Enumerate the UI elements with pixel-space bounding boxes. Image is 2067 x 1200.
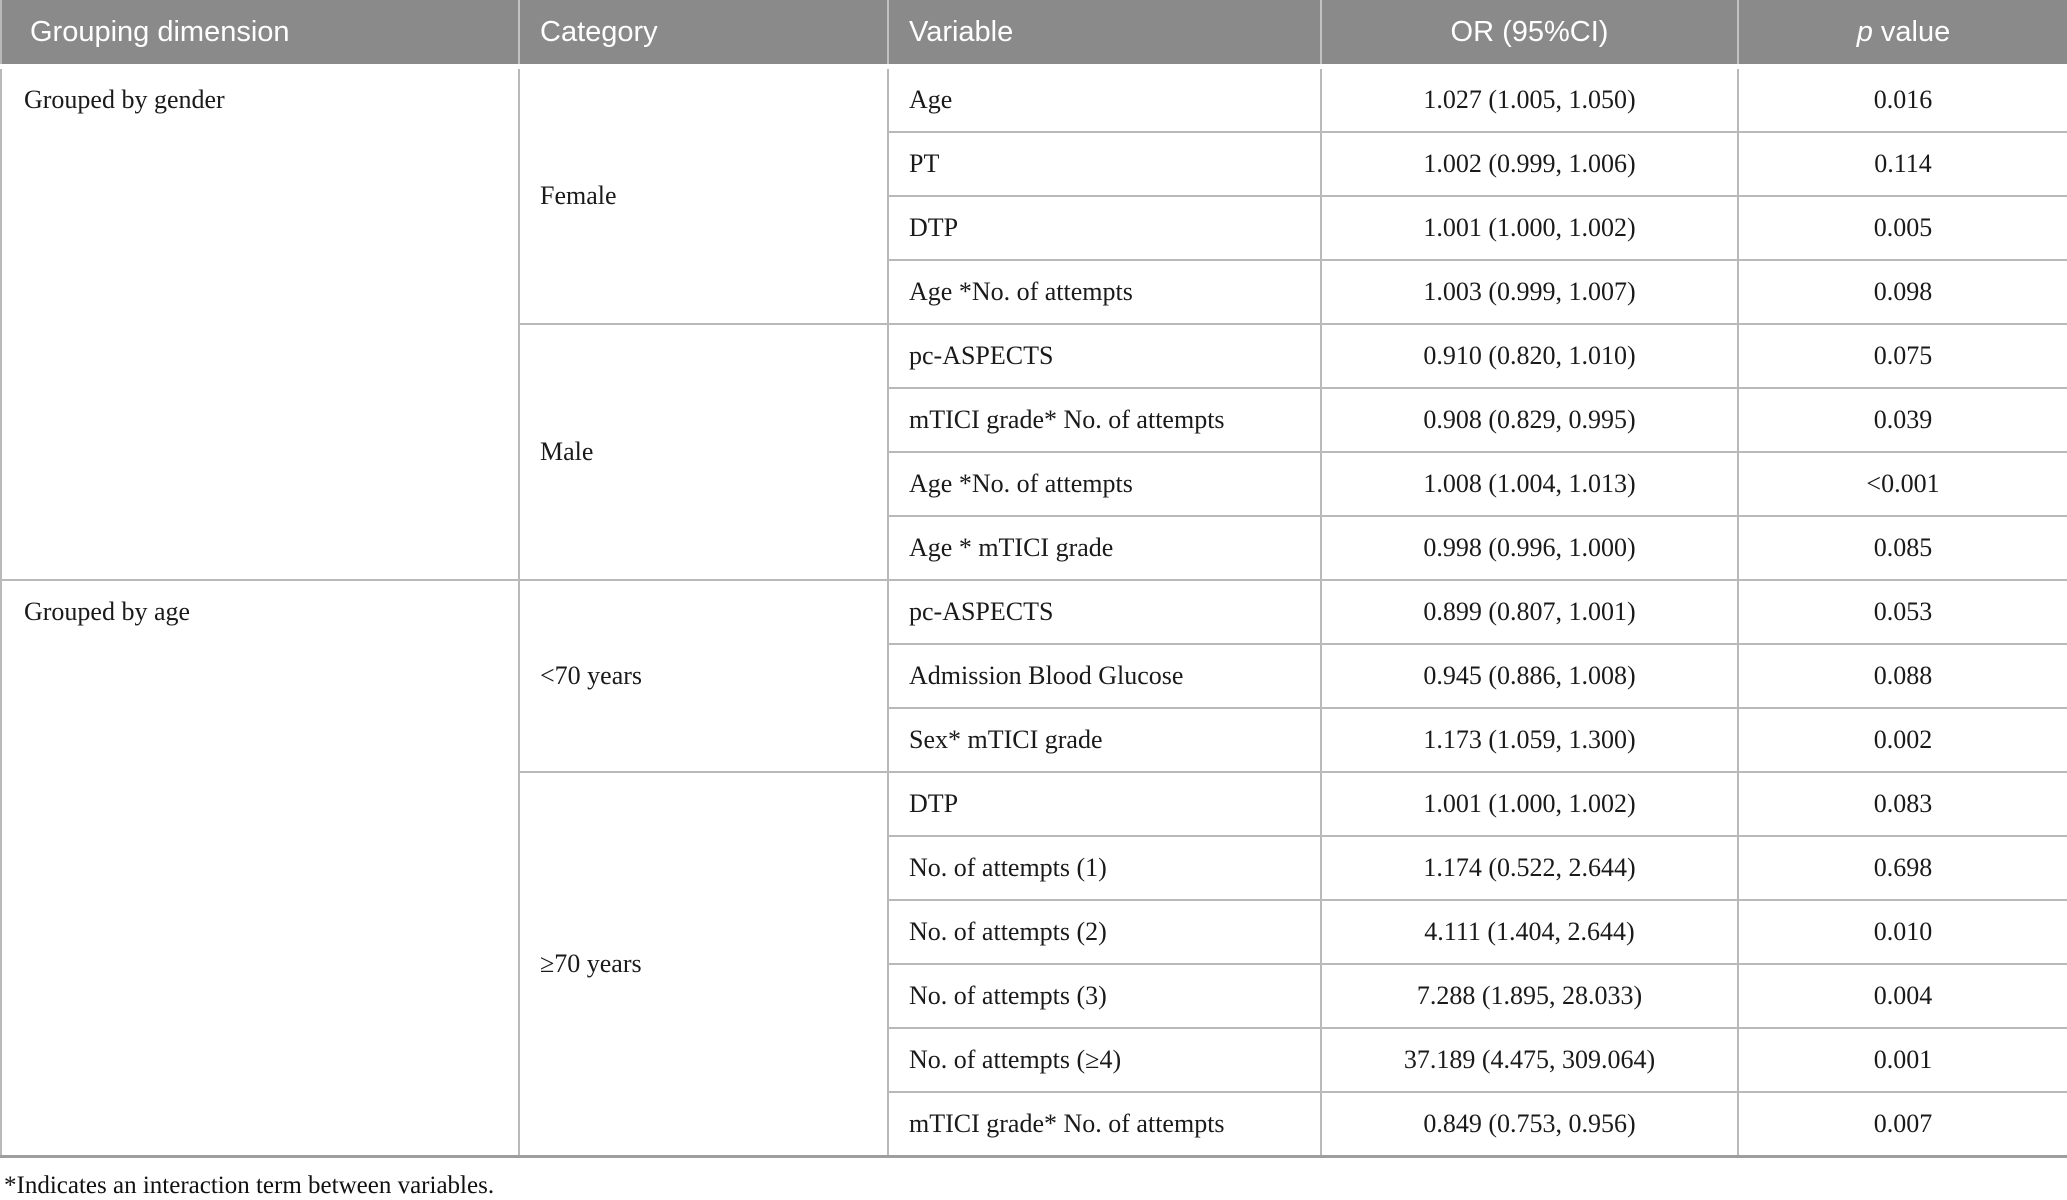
or-ci-cell: 1.003 (0.999, 1.007) [1320, 259, 1739, 325]
table-row: Age * mTICI grade 0.998 (0.996, 1.000) 0… [1, 515, 2067, 581]
variable-cell: DTP [887, 195, 1322, 261]
or-ci-cell: 1.027 (1.005, 1.050) [1320, 65, 1739, 133]
p-value-cell: 0.001 [1737, 1027, 2067, 1093]
or-ci-cell: 0.849 (0.753, 0.956) [1320, 1091, 1739, 1158]
variable-cell: Age *No. of attempts [887, 259, 1322, 325]
p-value-cell: 0.002 [1737, 707, 2067, 773]
col-header-variable: Variable [887, 0, 1321, 69]
variable-cell: mTICI grade* No. of attempts [887, 1091, 1322, 1158]
table-row: No. of attempts (≥4) 37.189 (4.475, 309.… [1, 1027, 2067, 1093]
col-header-category: Category [518, 0, 888, 69]
or-ci-cell: 1.174 (0.522, 2.644) [1320, 835, 1739, 901]
or-ci-cell: 1.002 (0.999, 1.006) [1320, 131, 1739, 197]
or-ci-cell: 7.288 (1.895, 28.033) [1320, 963, 1739, 1029]
variable-cell: No. of attempts (≥4) [887, 1027, 1322, 1093]
p-value-cell: <0.001 [1737, 451, 2067, 517]
variable-cell: Age * mTICI grade [887, 515, 1322, 581]
footnote: *Indicates an interaction term between v… [4, 1172, 495, 1199]
variable-cell: Admission Blood Glucose [887, 643, 1322, 709]
table-row: ≥70 years DTP 1.001 (1.000, 1.002) 0.083 [1, 771, 2067, 1158]
table-header-row: Grouping dimension Category Variable OR … [0, 0, 2067, 69]
or-ci-cell: 0.945 (0.886, 1.008) [1320, 643, 1739, 709]
col-header-or-ci: OR (95%CI) [1320, 0, 1738, 69]
or-ci-cell: 0.908 (0.829, 0.995) [1320, 387, 1739, 453]
category-cell-male: Male [518, 323, 889, 581]
variable-cell: No. of attempts (2) [887, 899, 1322, 965]
p-value-cell: 0.016 [1737, 65, 2067, 133]
variable-cell: Age [887, 65, 1322, 133]
results-table: Grouping dimension Category Variable OR … [0, 0, 2067, 1158]
table-row: DTP 1.001 (1.000, 1.002) 0.005 [1, 195, 2067, 261]
table-row: Male pc-ASPECTS 0.910 (0.820, 1.010) 0.0… [1, 323, 2067, 581]
variable-cell: PT [887, 131, 1322, 197]
category-cell-under-70: <70 years [518, 579, 889, 773]
p-value-cell: 0.007 [1737, 1091, 2067, 1158]
variable-cell: mTICI grade* No. of attempts [887, 387, 1322, 453]
p-value-cell: 0.075 [1737, 323, 2067, 389]
variable-cell: No. of attempts (3) [887, 963, 1322, 1029]
variable-cell: Sex* mTICI grade [887, 707, 1322, 773]
p-value-cell: 0.010 [1737, 899, 2067, 965]
p-value-cell: 0.004 [1737, 963, 2067, 1029]
p-value-cell: 0.039 [1737, 387, 2067, 453]
p-value-header-rest: value [1872, 15, 1951, 48]
col-header-p-value: p value [1737, 0, 2067, 69]
variable-cell: Age *No. of attempts [887, 451, 1322, 517]
table-row: Age *No. of attempts 1.008 (1.004, 1.013… [1, 451, 2067, 517]
or-ci-cell: 1.173 (1.059, 1.300) [1320, 707, 1739, 773]
table-row: Sex* mTICI grade 1.173 (1.059, 1.300) 0.… [1, 707, 2067, 773]
table-row: No. of attempts (2) 4.111 (1.404, 2.644)… [1, 899, 2067, 965]
dimension-cell-gender: Grouped by gender [0, 65, 520, 581]
table-row: mTICI grade* No. of attempts 0.849 (0.75… [1, 1091, 2067, 1158]
or-ci-cell: 1.008 (1.004, 1.013) [1320, 451, 1739, 517]
table-row: Age *No. of attempts 1.003 (0.999, 1.007… [1, 259, 2067, 325]
or-ci-cell: 0.899 (0.807, 1.001) [1320, 579, 1739, 645]
p-value-header-italic: p [1856, 15, 1873, 48]
p-value-cell: 0.005 [1737, 195, 2067, 261]
table-row: Admission Blood Glucose 0.945 (0.886, 1.… [1, 643, 2067, 709]
table-row: mTICI grade* No. of attempts 0.908 (0.82… [1, 387, 2067, 453]
category-cell-70-plus: ≥70 years [518, 771, 889, 1158]
or-ci-cell: 4.111 (1.404, 2.644) [1320, 899, 1739, 965]
variable-cell: pc-ASPECTS [887, 579, 1322, 645]
or-ci-cell: 1.001 (1.000, 1.002) [1320, 195, 1739, 261]
or-ci-cell: 37.189 (4.475, 309.064) [1320, 1027, 1739, 1093]
p-value-cell: 0.698 [1737, 835, 2067, 901]
dimension-cell-age: Grouped by age [0, 579, 520, 1158]
or-ci-cell: 1.001 (1.000, 1.002) [1320, 771, 1739, 837]
variable-cell: DTP [887, 771, 1322, 837]
p-value-cell: 0.085 [1737, 515, 2067, 581]
category-cell-female: Female [518, 65, 889, 325]
p-value-cell: 0.053 [1737, 579, 2067, 645]
or-ci-cell: 0.910 (0.820, 1.010) [1320, 323, 1739, 389]
col-header-grouping-dimension: Grouping dimension [0, 0, 519, 69]
p-value-cell: 0.098 [1737, 259, 2067, 325]
table-row: Grouped by gender Female Age 1.027 (1.00… [0, 65, 2067, 581]
variable-cell: No. of attempts (1) [887, 835, 1322, 901]
or-ci-cell: 0.998 (0.996, 1.000) [1320, 515, 1739, 581]
p-value-cell: 0.083 [1737, 771, 2067, 837]
table-row: No. of attempts (1) 1.174 (0.522, 2.644)… [1, 835, 2067, 901]
variable-cell: pc-ASPECTS [887, 323, 1322, 389]
p-value-cell: 0.088 [1737, 643, 2067, 709]
p-value-cell: 0.114 [1737, 131, 2067, 197]
table-row: Grouped by age <70 years pc-ASPECTS 0.89… [0, 579, 2067, 1158]
table-row: PT 1.002 (0.999, 1.006) 0.114 [1, 131, 2067, 197]
